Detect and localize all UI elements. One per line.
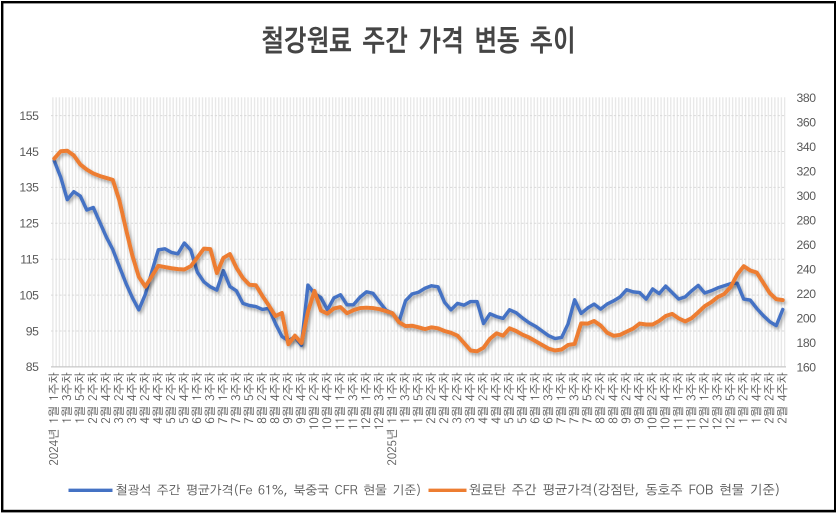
svg-text:240: 240 (797, 263, 817, 277)
svg-text:300: 300 (797, 189, 817, 203)
svg-text:220: 220 (797, 287, 817, 301)
svg-text:380: 380 (797, 91, 817, 105)
svg-text:155: 155 (19, 109, 39, 123)
svg-text:85: 85 (26, 360, 39, 374)
svg-text:200: 200 (797, 312, 817, 326)
svg-text:260: 260 (797, 238, 817, 252)
svg-text:135: 135 (19, 181, 39, 195)
svg-text:340: 340 (797, 140, 817, 154)
svg-text:160: 160 (797, 361, 817, 375)
svg-text:125: 125 (19, 217, 39, 231)
svg-text:95: 95 (26, 324, 39, 338)
svg-text:360: 360 (797, 116, 817, 130)
svg-text:180: 180 (797, 336, 817, 350)
svg-text:115: 115 (20, 253, 39, 267)
svg-text:280: 280 (797, 214, 817, 228)
svg-text:145: 145 (19, 145, 39, 159)
svg-text:105: 105 (19, 288, 39, 302)
svg-text:320: 320 (797, 165, 817, 179)
